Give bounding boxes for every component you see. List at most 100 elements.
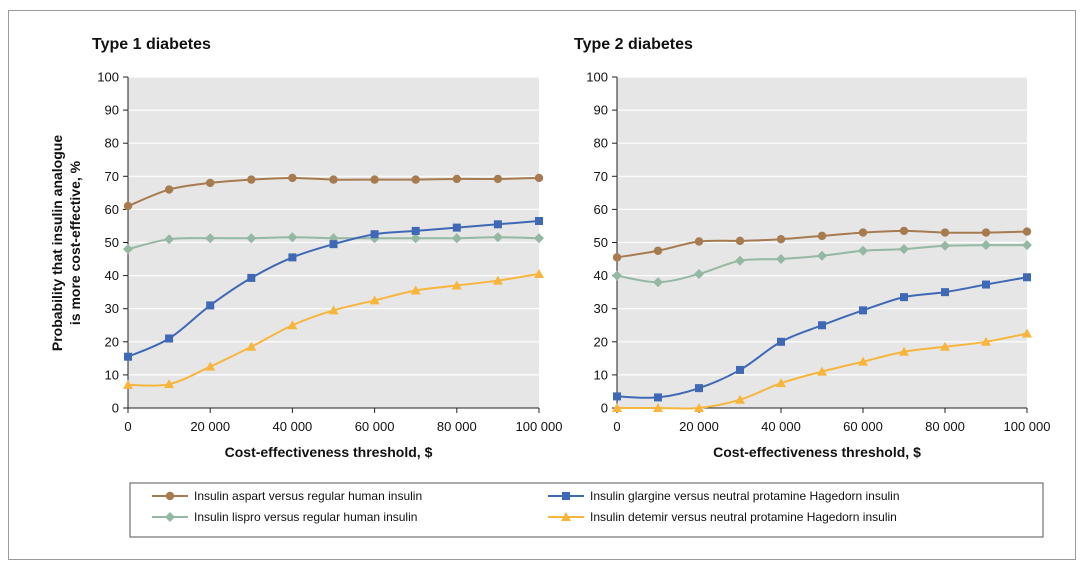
y-tick-label: 70 (105, 169, 119, 184)
data-point-lispro (776, 254, 786, 265)
data-point-glargine (695, 384, 703, 393)
data-point-aspart (329, 175, 338, 184)
legend-marker-lispro (165, 512, 175, 522)
data-point-lispro (735, 255, 745, 266)
x-tick-label: 40 000 (273, 419, 313, 434)
panel-1: Type 1 diabetes 0 10 20 30 40 50 60 70 80 90 100 0 20… (92, 36, 563, 460)
data-point-detemir (858, 356, 868, 366)
y-tick-label: 100 (97, 70, 119, 85)
data-point-aspart (206, 178, 215, 188)
data-point-lispro (123, 244, 133, 255)
data-point-lispro (858, 245, 868, 256)
data-point-glargine (288, 253, 297, 262)
data-point-aspart (288, 173, 297, 183)
x-tick-label: 0 (124, 419, 131, 434)
y-tick-label: 40 (105, 268, 119, 283)
x-tick-label: 80 000 (437, 419, 477, 434)
x-tick-label: 20 000 (190, 419, 230, 434)
x-tick-label: 80 000 (925, 419, 965, 434)
data-point-aspart (612, 253, 622, 262)
legend-label: Insulin aspart versus regular human insu… (194, 489, 422, 503)
y-tick-label: 0 (601, 401, 608, 416)
y-tick-label: 50 (594, 235, 608, 250)
data-point-glargine (452, 223, 461, 232)
data-point-glargine (777, 337, 785, 346)
y-tick-label: 10 (594, 367, 608, 382)
data-point-aspart (370, 175, 379, 184)
data-point-glargine (329, 240, 338, 249)
y-tick-label: 100 (586, 70, 608, 85)
data-point-aspart (735, 236, 745, 246)
data-point-aspart (247, 175, 256, 184)
x-tick-label: 40 000 (761, 419, 801, 434)
data-point-detemir (1022, 328, 1032, 338)
data-point-lispro (981, 240, 991, 251)
data-point-glargine (818, 321, 826, 330)
x-tick-label: 60 000 (355, 419, 395, 434)
legend-marker-glargine (562, 492, 570, 500)
data-point-lispro (205, 233, 216, 244)
data-point-glargine (165, 334, 174, 343)
legend-entry-glargine: Insulin glargine versus neutral protamin… (548, 489, 900, 503)
data-point-detemir (899, 346, 909, 356)
panel-title: Type 1 diabetes (92, 36, 211, 53)
data-point-aspart (694, 237, 704, 246)
data-point-aspart (411, 175, 420, 184)
data-point-glargine (535, 216, 543, 225)
x-tick-label: 100 000 (1004, 419, 1051, 434)
data-point-lispro (653, 277, 663, 288)
y-tick-label: 90 (105, 103, 119, 118)
data-point-detemir (205, 361, 216, 371)
legend-label: Insulin glargine versus neutral protamin… (590, 489, 900, 503)
y-tick-label: 90 (594, 103, 608, 118)
y-tick-label: 70 (594, 169, 608, 184)
x-tick-label: 20 000 (679, 419, 719, 434)
data-point-lispro (410, 233, 421, 244)
x-axis-label: Cost-effectiveness threshold, $ (225, 444, 433, 460)
data-point-detemir (534, 268, 544, 278)
x-axis-label: Cost-effectiveness threshold, $ (713, 444, 921, 460)
data-point-aspart (981, 228, 991, 237)
x-tick-label: 100 000 (516, 419, 563, 434)
data-point-lispro (451, 233, 462, 244)
legend-label: Insulin lispro versus regular human insu… (194, 510, 417, 524)
data-point-detemir (981, 336, 991, 346)
y-axis-label-line-2: is more cost-effective, % (67, 160, 83, 325)
data-point-aspart (493, 174, 503, 184)
data-point-detemir (410, 285, 421, 295)
legend-entry-lispro: Insulin lispro versus regular human insu… (152, 510, 417, 524)
data-point-glargine (982, 280, 990, 289)
data-point-aspart (940, 228, 950, 237)
data-point-detemir (123, 379, 133, 389)
legend-marker-detemir (561, 512, 571, 521)
data-point-glargine (124, 352, 132, 361)
data-point-aspart (899, 226, 909, 236)
data-point-detemir (369, 295, 380, 305)
figure-frame (8, 10, 1076, 560)
y-tick-label: 20 (594, 334, 608, 349)
data-point-lispro (492, 232, 503, 243)
data-point-glargine (941, 288, 949, 297)
data-point-detemir (612, 403, 622, 412)
y-axis-label-line-1: Probability that insulin analogue (49, 135, 65, 351)
data-point-lispro (612, 270, 622, 281)
x-tick-label: 60 000 (843, 419, 883, 434)
data-point-lispro (1022, 240, 1032, 251)
data-point-glargine (900, 293, 908, 302)
data-point-aspart (123, 201, 133, 211)
data-point-detemir (164, 379, 175, 389)
data-point-glargine (411, 226, 420, 235)
data-point-lispro (899, 244, 909, 255)
data-point-detemir (328, 305, 339, 315)
y-tick-label: 60 (105, 202, 119, 217)
panel-title: Type 2 diabetes (574, 36, 693, 53)
data-point-glargine (206, 301, 215, 310)
y-tick-label: 40 (594, 268, 608, 283)
data-point-aspart (858, 228, 868, 237)
data-point-glargine (1023, 273, 1031, 282)
data-point-lispro (246, 233, 257, 244)
data-point-glargine (370, 230, 379, 239)
data-point-aspart (817, 231, 827, 241)
data-point-aspart (776, 234, 786, 244)
data-point-lispro (694, 268, 704, 279)
